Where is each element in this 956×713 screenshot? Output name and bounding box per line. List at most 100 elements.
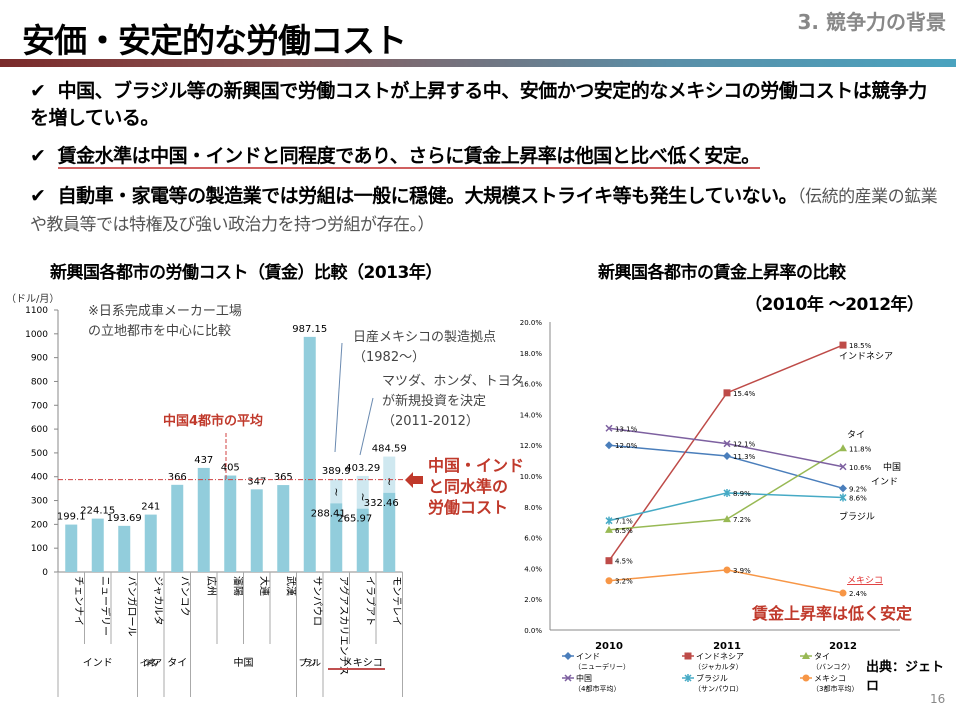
diamond-marker-icon: [723, 451, 731, 460]
group-label: インドネシア: [140, 658, 163, 669]
data-label: 11.3%: [733, 453, 756, 461]
data-label: 3.9%: [733, 567, 751, 575]
circle-marker-icon: [605, 577, 613, 585]
circle-marker-icon: [839, 589, 847, 597]
bar-low-label: 332.46: [364, 498, 399, 509]
bar: [224, 475, 237, 572]
bar: [118, 525, 131, 572]
mazda-annotation: マツダ、ホンダ、トヨタ が新規投資を決定 （2011-2012）: [382, 374, 524, 429]
bullet-note: （伝統的産業の鉱業や教員等では特権及び強い政治力を持つ労組が存在。）: [30, 187, 938, 235]
bar-value-label: 365: [274, 472, 293, 483]
series-end-label: メキシコ: [847, 576, 883, 586]
diamond-marker-icon: [605, 441, 613, 450]
legend-sublabel: （ジャカルタ）: [694, 662, 743, 671]
bar: [171, 484, 184, 572]
bar-upper: [356, 475, 369, 509]
data-label: 2.4%: [849, 590, 867, 598]
category-label: チェンナイ: [72, 576, 84, 626]
category-label: 広州: [205, 576, 218, 596]
bar-value-label: 437: [194, 455, 213, 466]
circle-marker-icon: [802, 674, 810, 682]
x-marker-icon: [839, 463, 847, 471]
legend-label: メキシコ: [814, 674, 846, 683]
bar: [383, 492, 396, 572]
check-icon: ✔: [30, 80, 46, 102]
range-squiggle-icon: ≀: [334, 485, 338, 498]
category-label: 大連: [258, 576, 271, 596]
circle-marker-icon: [723, 566, 731, 574]
y-tick-label: 900: [31, 354, 48, 364]
bar-value-label: 366: [168, 472, 187, 483]
group-label: タイ: [167, 657, 187, 669]
y-tick-label: 12.0%: [520, 442, 543, 450]
triangle-marker-icon: [605, 525, 613, 533]
legend-sublabel: （バンコク）: [812, 663, 854, 671]
bar: [277, 485, 290, 572]
triangle-marker-icon: [839, 444, 847, 452]
category-label: イラプアト: [364, 576, 376, 626]
bar-value-label: 403.29: [345, 463, 380, 474]
data-label: 12.0%: [615, 442, 638, 450]
y-tick-label: 10.0%: [520, 473, 543, 481]
legend-label: タイ: [814, 652, 830, 661]
leader-line: [359, 397, 374, 456]
data-label: 3.2%: [615, 578, 633, 586]
group-label: メキシコ: [343, 658, 383, 669]
series-line: [608, 444, 844, 490]
triangle-marker-icon: [723, 515, 731, 523]
category-label: サンパウロ: [311, 576, 323, 626]
y-tick-label: 16.0%: [520, 381, 543, 389]
x-marker-icon: [723, 440, 731, 448]
bullet-text: 自動車・家電等の製造業では労組は一般に穏健。大規模ストライキ等も発生していない。: [57, 185, 798, 207]
star-marker-icon: [684, 674, 692, 682]
check-icon: ✔: [30, 145, 46, 167]
y-tick-label: 18.0%: [520, 350, 543, 358]
series-line: [608, 492, 844, 522]
star-marker-icon: [605, 516, 613, 525]
bar-value-label: 389.9: [322, 466, 351, 477]
square-marker-icon: [684, 652, 692, 660]
source-label: 出典：ジェトロ: [866, 660, 945, 694]
bar-low-label: 265.97: [337, 514, 372, 525]
bullet-text: 賃金水準は中国・インドと同程度であり、さらに賃金上昇率は他国と比べ低く安定。: [57, 145, 760, 169]
legend-sublabel: （サンパウロ）: [694, 685, 743, 693]
arrow-left-icon: [405, 472, 423, 488]
range-squiggle-icon: ≀: [387, 475, 391, 488]
bar: [330, 503, 343, 572]
bullet-3: ✔ 自動車・家電等の製造業では労組は一般に穏健。大規模ストライキ等も発生していな…: [30, 183, 940, 239]
bar: [91, 518, 104, 572]
legend-label: インドネシア: [696, 652, 744, 661]
bar-value-label: 193.69: [107, 513, 142, 524]
legend-label: 中国: [576, 673, 592, 683]
data-label: 6.5%: [615, 527, 633, 535]
section-label: 3. 競争力の背景: [797, 10, 946, 34]
square-marker-icon: [723, 389, 731, 397]
nissan-annotation: 日産メキシコの製造拠点 （1982〜）: [353, 330, 497, 365]
y-tick-label: 0.0%: [524, 627, 542, 635]
category-label: バンコク: [178, 576, 190, 617]
bar-value-label: 224.15: [80, 506, 115, 517]
bar-chart-title: 新興国各都市の労働コスト（賃金）比較（2013年）: [50, 263, 442, 283]
y-tick-label: 700: [31, 401, 48, 411]
series-line: [608, 569, 844, 594]
data-label: 7.1%: [615, 518, 633, 526]
bar: [356, 508, 369, 572]
note-annotation: ※日系完成車メーカー工場 の立地都市を中心に比較: [88, 304, 242, 339]
group-label: 中国: [234, 656, 254, 669]
diamond-marker-icon: [839, 484, 847, 493]
y-tick-label: 1000: [25, 330, 48, 340]
star-marker-icon: [723, 488, 731, 497]
x-tick-label: 2012: [829, 641, 857, 652]
triangle-marker-icon: [802, 652, 810, 659]
square-marker-icon: [605, 557, 613, 565]
series-line: [608, 344, 844, 562]
title-divider: [0, 59, 956, 67]
page-number: 16: [930, 692, 946, 706]
group-label: ブラジル: [299, 657, 322, 669]
legend-sublabel: （4都市平均）: [574, 684, 620, 693]
series-end-label: タイ: [847, 429, 865, 440]
legend-label: ブラジル: [696, 673, 728, 683]
category-label: モンテレイ: [390, 576, 401, 626]
category-label: ジャカルタ: [152, 576, 164, 626]
legend-label: インド: [576, 652, 600, 661]
